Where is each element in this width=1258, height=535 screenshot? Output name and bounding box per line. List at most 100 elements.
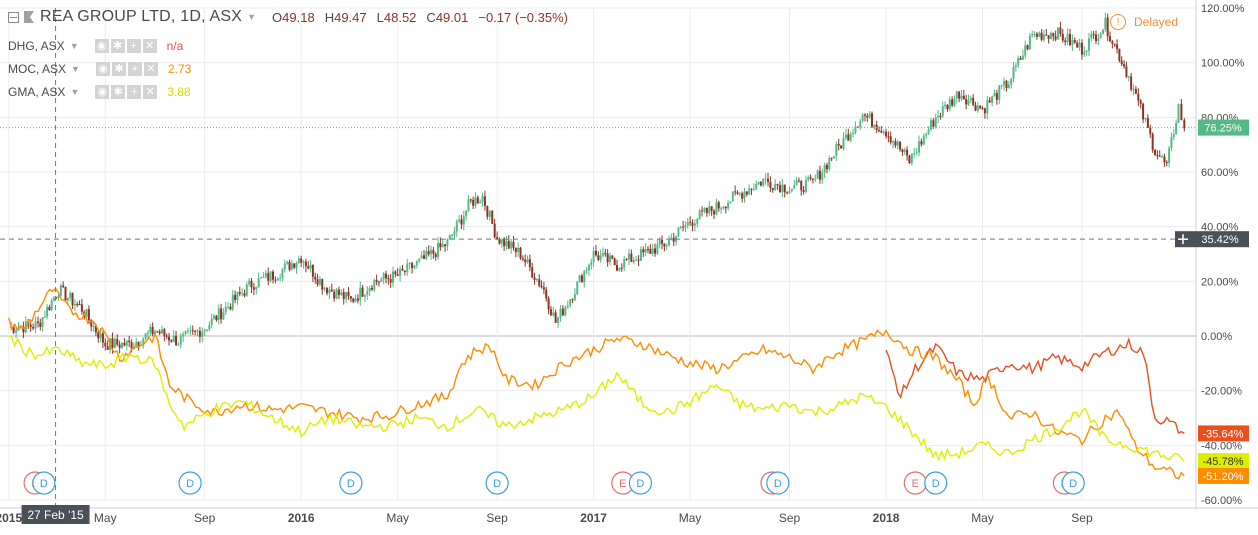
candle-body xyxy=(486,205,489,217)
event-circle[interactable] xyxy=(485,471,509,495)
plus-icon[interactable]: + xyxy=(127,62,142,76)
candle-body xyxy=(892,141,895,143)
chevron-down-icon[interactable]: ▼ xyxy=(247,12,257,22)
candle-body xyxy=(231,294,234,310)
candle-body xyxy=(755,184,758,190)
legend-buttons: ◉ ✱ + ✕ xyxy=(94,39,159,53)
legend-panel: REA GROUP LTD, 1D, ASX ▼ O49.18 H49.47 L… xyxy=(8,8,728,108)
close-icon[interactable]: ✕ xyxy=(143,62,158,76)
candle-body xyxy=(423,255,426,259)
candle-body xyxy=(113,338,116,348)
candle-body xyxy=(498,239,501,244)
candle-body xyxy=(552,312,555,316)
eye-icon[interactable]: ◉ xyxy=(94,39,109,53)
candle-body xyxy=(988,100,991,103)
candle-body xyxy=(1144,118,1147,120)
x-tick-label: Sep xyxy=(779,511,801,525)
candle-body xyxy=(807,177,810,180)
candle-body xyxy=(1137,93,1140,101)
candle-body xyxy=(76,304,79,306)
candle-body xyxy=(1028,35,1031,50)
high-number: 49.47 xyxy=(334,9,367,25)
y-tick-label: 60.00% xyxy=(1201,167,1239,179)
legend-symbol[interactable]: GMA, ASX xyxy=(8,85,66,99)
dividend-marker[interactable]: D xyxy=(485,471,509,495)
event-circle[interactable] xyxy=(924,471,948,495)
event-label: E xyxy=(912,478,919,490)
candle-body xyxy=(880,130,883,133)
event-circle[interactable] xyxy=(766,471,790,495)
candle-body xyxy=(64,286,67,301)
candle-body xyxy=(1083,51,1086,55)
candle-body xyxy=(184,331,187,335)
gear-icon[interactable]: ✱ xyxy=(111,85,126,99)
eye-icon[interactable]: ◉ xyxy=(95,62,110,76)
collapse-icon[interactable] xyxy=(8,11,19,23)
candle-body xyxy=(462,216,465,225)
candle-body xyxy=(1090,34,1093,39)
candle-body xyxy=(458,219,461,222)
earnings-marker[interactable]: E xyxy=(903,471,927,495)
candle-body xyxy=(1059,27,1062,34)
plus-icon[interactable]: + xyxy=(127,85,142,99)
close-icon[interactable]: ✕ xyxy=(142,39,157,53)
candle-body xyxy=(220,308,223,320)
flag-icon[interactable] xyxy=(24,11,34,23)
price-tag-rea: 76.25% xyxy=(1198,119,1249,136)
candle-body xyxy=(413,265,416,269)
event-circle[interactable] xyxy=(32,471,56,495)
candle-body xyxy=(767,178,770,182)
candle-body xyxy=(698,210,701,220)
symbol-title[interactable]: REA GROUP LTD, 1D, ASX xyxy=(40,8,243,25)
close-value: C49.01 xyxy=(426,10,468,25)
candle-body xyxy=(762,179,765,186)
plus-icon[interactable]: + xyxy=(126,39,141,53)
legend-symbol[interactable]: MOC, ASX xyxy=(8,62,67,76)
dividend-marker[interactable]: D xyxy=(32,471,56,495)
candle-body xyxy=(759,181,762,186)
chevron-down-icon[interactable]: ▼ xyxy=(69,41,79,51)
delayed-indicator[interactable]: ! Delayed xyxy=(1110,14,1178,30)
candle-body xyxy=(182,334,185,337)
candle-body xyxy=(809,177,812,179)
legend-symbol[interactable]: DHG, ASX xyxy=(8,39,65,53)
event-circle[interactable] xyxy=(339,471,363,495)
candle-body xyxy=(307,266,310,269)
candle-body xyxy=(69,292,72,298)
candle-body xyxy=(22,326,25,333)
event-circle[interactable] xyxy=(178,471,202,495)
dividend-marker[interactable]: D xyxy=(766,471,790,495)
dividend-marker[interactable]: D xyxy=(924,471,948,495)
dividend-marker[interactable]: D xyxy=(339,471,363,495)
candle-body xyxy=(333,291,336,299)
dividend-marker[interactable]: D xyxy=(628,471,653,495)
dividend-marker[interactable]: D xyxy=(178,471,202,495)
event-circle[interactable] xyxy=(628,471,653,495)
dividend-marker[interactable]: D xyxy=(1061,471,1085,495)
event-circle[interactable] xyxy=(1061,471,1085,495)
candle-body xyxy=(635,259,638,261)
gear-icon[interactable]: ✱ xyxy=(110,39,125,53)
candle-body xyxy=(736,192,739,194)
candle-body xyxy=(493,223,496,238)
close-icon[interactable]: ✕ xyxy=(143,85,158,99)
high-label: H xyxy=(324,9,335,25)
price-tag-gma: -45.78% xyxy=(1198,453,1249,470)
candle-body xyxy=(1113,43,1116,45)
eye-icon[interactable]: ◉ xyxy=(95,85,110,99)
candle-body xyxy=(743,191,746,199)
x-tick-label: 2018 xyxy=(873,511,900,525)
gear-icon[interactable]: ✱ xyxy=(111,62,126,76)
chevron-down-icon[interactable]: ▼ xyxy=(71,64,80,74)
chevron-down-icon[interactable]: ▼ xyxy=(70,87,80,97)
candle-body xyxy=(507,240,510,249)
candle-body xyxy=(946,104,949,110)
legend-row-gma: GMA, ASX ▼ ◉ ✱ + ✕ 3.88 xyxy=(8,85,191,99)
candle-body xyxy=(488,210,491,217)
candle-body xyxy=(286,261,289,264)
candle-body xyxy=(729,201,732,203)
candle-body xyxy=(500,238,503,244)
candle-body xyxy=(1042,34,1045,40)
y-tick-label: -20.00% xyxy=(1201,386,1242,398)
candle-body xyxy=(342,292,345,299)
